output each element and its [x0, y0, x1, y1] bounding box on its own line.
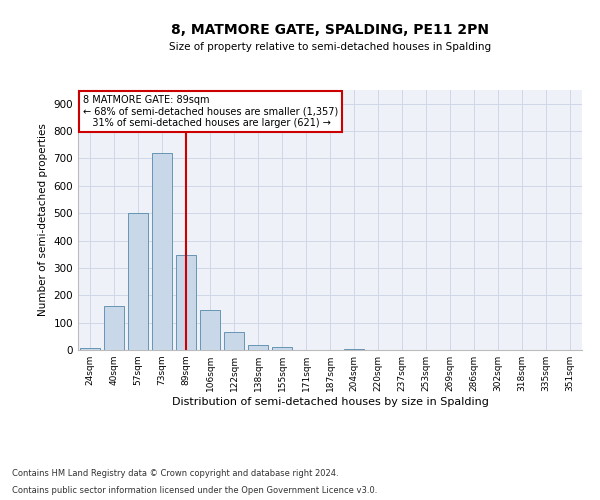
Y-axis label: Number of semi-detached properties: Number of semi-detached properties [38, 124, 48, 316]
Bar [176, 255, 196, 350]
Text: 8 MATMORE GATE: 89sqm
← 68% of semi-detached houses are smaller (1,357)
   31% o: 8 MATMORE GATE: 89sqm ← 68% of semi-deta… [83, 95, 338, 128]
Text: 8, MATMORE GATE, SPALDING, PE11 2PN: 8, MATMORE GATE, SPALDING, PE11 2PN [171, 22, 489, 36]
Bar [272, 347, 292, 350]
Text: Contains HM Land Registry data © Crown copyright and database right 2024.: Contains HM Land Registry data © Crown c… [12, 468, 338, 477]
Bar [128, 213, 148, 350]
Bar [104, 306, 124, 350]
Bar [80, 348, 100, 350]
Bar [152, 154, 172, 350]
Bar [344, 349, 364, 350]
X-axis label: Distribution of semi-detached houses by size in Spalding: Distribution of semi-detached houses by … [172, 397, 488, 407]
Bar [248, 344, 268, 350]
Bar [200, 310, 220, 350]
Text: Contains public sector information licensed under the Open Government Licence v3: Contains public sector information licen… [12, 486, 377, 495]
Text: Size of property relative to semi-detached houses in Spalding: Size of property relative to semi-detach… [169, 42, 491, 52]
Bar [224, 332, 244, 350]
